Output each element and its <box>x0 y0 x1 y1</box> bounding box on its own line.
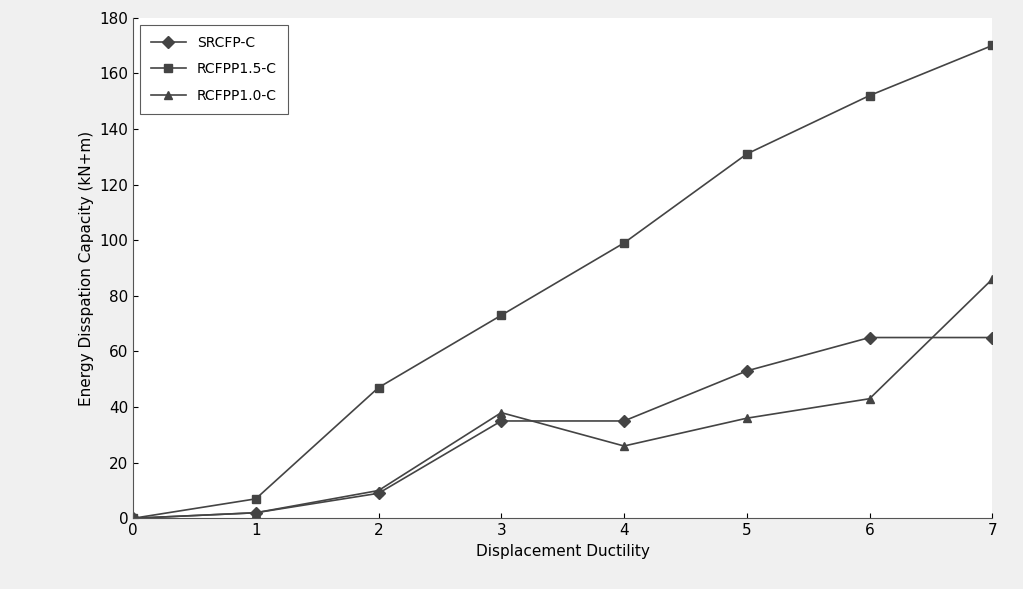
RCFPP1.5-C <box>618 239 630 246</box>
RCFPP1.5-C <box>250 495 262 502</box>
SRCFP-C <box>127 515 139 522</box>
SRCFP-C <box>618 418 630 425</box>
Line: RCFPP1.5-C: RCFPP1.5-C <box>129 41 996 522</box>
RCFPP1.5-C <box>741 150 753 157</box>
Line: RCFPP1.0-C: RCFPP1.0-C <box>129 275 996 522</box>
RCFPP1.5-C <box>127 515 139 522</box>
RCFPP1.0-C <box>372 487 385 494</box>
RCFPP1.0-C <box>618 442 630 449</box>
RCFPP1.5-C <box>495 312 507 319</box>
RCFPP1.0-C <box>495 409 507 416</box>
RCFPP1.0-C <box>741 415 753 422</box>
RCFPP1.5-C <box>986 42 998 49</box>
Line: SRCFP-C: SRCFP-C <box>129 333 996 522</box>
RCFPP1.0-C <box>127 515 139 522</box>
SRCFP-C <box>495 418 507 425</box>
SRCFP-C <box>372 490 385 497</box>
RCFPP1.5-C <box>372 384 385 391</box>
RCFPP1.0-C <box>250 509 262 517</box>
RCFPP1.0-C <box>863 395 876 402</box>
Legend: SRCFP-C, RCFPP1.5-C, RCFPP1.0-C: SRCFP-C, RCFPP1.5-C, RCFPP1.0-C <box>140 25 288 114</box>
SRCFP-C <box>986 334 998 341</box>
SRCFP-C <box>741 368 753 375</box>
Y-axis label: Energy Disspation Capacity (kN+m): Energy Disspation Capacity (kN+m) <box>79 130 93 406</box>
X-axis label: Displacement Ductility: Displacement Ductility <box>476 544 650 559</box>
SRCFP-C <box>863 334 876 341</box>
RCFPP1.5-C <box>863 92 876 99</box>
SRCFP-C <box>250 509 262 517</box>
RCFPP1.0-C <box>986 276 998 283</box>
